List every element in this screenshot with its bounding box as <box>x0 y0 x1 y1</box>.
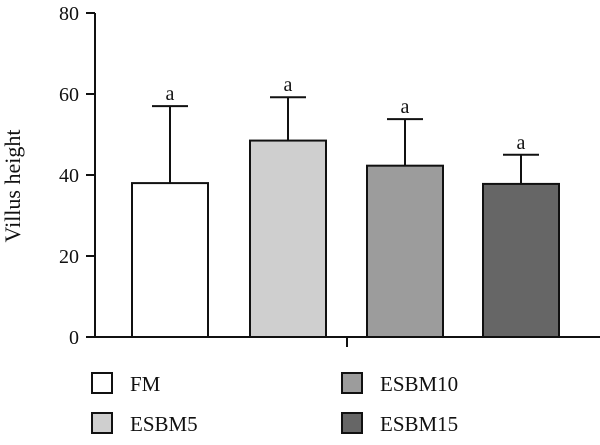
bar-esbm10 <box>366 164 444 338</box>
error-bar-fm <box>152 105 188 184</box>
bars-layer <box>131 139 560 338</box>
significance-letter-esbm15: a <box>517 132 526 154</box>
bar-fm <box>131 182 209 338</box>
legend-item-esbm5: ESBM5 <box>91 412 198 436</box>
legend-swatch-esbm5 <box>91 412 113 434</box>
y-tick-label-40: 40 <box>59 165 79 187</box>
legend-swatch-esbm10 <box>341 372 363 394</box>
y-tick-label-80: 80 <box>59 3 79 25</box>
error-bar-esbm10 <box>387 118 423 166</box>
legend-label-fm: FM <box>130 372 161 396</box>
legend-label-esbm15: ESBM15 <box>380 412 458 436</box>
legend-swatch-esbm15 <box>341 412 363 434</box>
bar-esbm15 <box>482 182 560 338</box>
error-bar-esbm5 <box>270 96 306 141</box>
legend-label-esbm10: ESBM10 <box>380 372 458 396</box>
y-tick-label-0: 0 <box>69 327 79 349</box>
y-tick-label-60: 60 <box>59 84 79 106</box>
legend-item-esbm10: ESBM10 <box>341 372 458 396</box>
legend: FM ESBM5 ESBM10 ESBM15 <box>91 372 458 436</box>
legend-item-esbm15: ESBM15 <box>341 412 458 436</box>
legend-swatch-fm <box>91 372 113 394</box>
legend-label-esbm5: ESBM5 <box>130 412 198 436</box>
error-bars-layer <box>152 96 539 184</box>
significance-letter-esbm10: a <box>401 96 410 118</box>
y-axis-label: Villus height <box>0 130 25 243</box>
error-bar-esbm15 <box>503 153 539 184</box>
legend-item-fm: FM <box>91 372 161 396</box>
significance-letter-fm: a <box>166 83 175 105</box>
significance-letters-layer: a a a a <box>166 74 526 154</box>
bar-esbm5 <box>249 139 327 338</box>
y-tick-label-20: 20 <box>59 246 79 268</box>
axes-layer: 0 20 40 60 80 <box>59 3 600 349</box>
significance-letter-esbm5: a <box>284 74 293 96</box>
